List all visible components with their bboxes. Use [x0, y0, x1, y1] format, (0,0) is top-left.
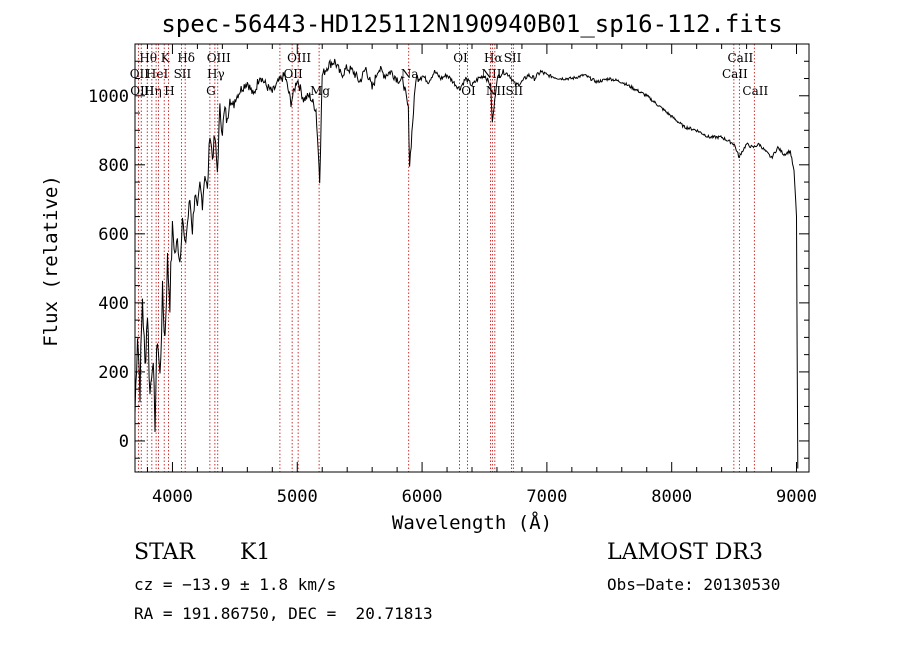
y-tick-label-2: 400: [98, 294, 129, 314]
y-tick-label-5: 1000: [88, 87, 129, 107]
spectral-line-label-25: CaII: [722, 67, 748, 81]
spectral-line-label-11: Hγ: [207, 67, 225, 81]
spectral-line-label-4: HeI: [146, 67, 169, 81]
x-axis-label: Wavelength (Å): [392, 511, 552, 534]
spectral-line-label-1: OIII: [130, 84, 154, 98]
coordinates-readout: RA = 191.86750, DEC = 20.71813: [134, 604, 433, 623]
object-class: STAR: [134, 540, 195, 565]
spectral-line-label-24: SII: [505, 84, 523, 98]
x-tick-label-5: 9000: [776, 487, 817, 507]
spectral-line-label-19: OI: [461, 84, 476, 98]
spectral-line-label-6: K: [161, 51, 171, 65]
survey-name: LAMOST DR3: [607, 540, 763, 565]
observation-date: Obs−Date: 20130530: [607, 575, 781, 594]
spectral-line-label-12: OIII: [207, 51, 231, 65]
spectrum-series: [134, 58, 799, 469]
spectral-line-label-2: Hθ: [139, 51, 157, 65]
y-tick-label-1: 200: [98, 363, 129, 383]
x-tick-label-0: 4000: [152, 487, 193, 507]
spectral-line-label-9: Hδ: [177, 51, 195, 65]
spectral-line-label-18: OI: [453, 51, 468, 65]
spectrum-line-0: [134, 58, 799, 469]
spectral-line-label-17: Na: [401, 67, 419, 81]
spectral-line-label-21: Hα: [484, 51, 503, 65]
object-subclass: K1: [240, 540, 271, 565]
spectral-line-label-26: CaII: [727, 51, 753, 65]
spectral-line-label-15: OIII: [287, 51, 311, 65]
spectral-line-label-20: NII: [481, 67, 501, 81]
x-tick-label-4: 8000: [651, 487, 692, 507]
chart-title: spec-56443-HD125112N190940B01_sp16-112.f…: [161, 10, 782, 38]
x-tick-label-3: 7000: [526, 487, 567, 507]
spectral-line-label-8: SII: [174, 67, 192, 81]
spectral-line-label-14: OII: [283, 67, 303, 81]
spectral-line-label-7: H: [164, 84, 174, 98]
y-tick-label-3: 600: [98, 225, 129, 245]
y-tick-label-0: 0: [119, 432, 129, 452]
y-tick-label-4: 800: [98, 156, 129, 176]
spectral-line-label-16: Mg: [310, 84, 330, 98]
plot-frame: [134, 43, 810, 473]
x-tick-label-2: 6000: [402, 487, 443, 507]
plot-axes: 4000 5000 6000 7000 8000 9000 0 200 400 600 800 100…: [88, 43, 817, 507]
spectral-line-label-23: SII: [504, 51, 522, 65]
y-axis-label: Flux (relative): [40, 175, 62, 347]
spectral-line-label-27: CaII: [742, 84, 768, 98]
spectral-line-label-10: G: [206, 84, 216, 98]
redshift-readout: cz = −13.9 ± 1.8 km/s: [134, 575, 337, 594]
x-tick-label-1: 5000: [277, 487, 318, 507]
spectral-line-label-3: Hη: [144, 84, 162, 98]
